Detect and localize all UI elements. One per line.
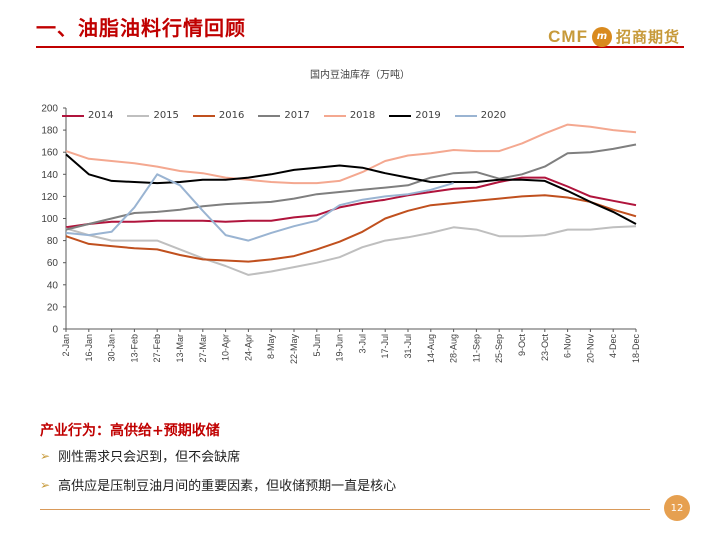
x-tick-label: 17-Jul — [380, 334, 390, 359]
bullet-text: 刚性需求只会迟到，但不会缺席 — [58, 450, 241, 465]
legend-item-2019: 2019 — [389, 110, 441, 121]
line-chart: 0 20 40 60 80 100 120 140 160 180 200 2-Jan 16-Jan 30… — [41, 104, 641, 365]
bullet-text: 高供应是压制豆油月间的重要因素，但收储预期一直是核心 — [58, 479, 397, 494]
x-tick-label: 23-Oct — [540, 334, 550, 362]
x-tick-label: 10-Apr — [221, 334, 231, 361]
legend-label: 2016 — [218, 110, 245, 121]
y-tick-label: 180 — [41, 126, 58, 137]
series-line-2014 — [65, 176, 637, 229]
legend-swatch — [62, 114, 84, 117]
x-tick-label: 14-Aug — [426, 334, 436, 363]
x-tick-label: 19-Jun — [335, 334, 345, 362]
page-number: 12 — [664, 495, 690, 521]
legend-item-2016: 2016 — [192, 110, 245, 121]
x-tick-label: 13-Feb — [129, 334, 139, 363]
x-tick-label: 30-Jan — [107, 334, 117, 362]
chart-legend: 2014 2015 2016 2017 2018 2019 2020 — [62, 110, 520, 121]
chart-title: 国内豆油库存（万吨） — [310, 70, 410, 81]
series-line-2015 — [65, 225, 637, 276]
bullet-item: ➢ 高供应是压制豆油月间的重要因素，但收储预期一直是核心 — [40, 475, 397, 495]
bullet-list: ➢ 刚性需求只会迟到，但不会缺席 ➢ 高供应是压制豆油月间的重要因素，但收储预期… — [40, 446, 396, 504]
page-title: 一、油脂油料行情回顾 — [36, 16, 246, 40]
x-tick-label: 13-Mar — [175, 334, 185, 363]
y-tick-label: 100 — [41, 214, 58, 225]
title-divider — [36, 46, 684, 48]
y-tick-label: 40 — [47, 280, 59, 291]
y-tick-label: 140 — [41, 170, 58, 181]
y-tick-label: 160 — [41, 148, 58, 159]
legend-label: 2019 — [415, 110, 441, 121]
x-tick-label: 27-Feb — [152, 334, 162, 363]
x-tick-label: 8-May — [266, 334, 276, 360]
y-tick-label: 200 — [41, 104, 58, 115]
legend-swatch — [192, 114, 215, 117]
legend-item-2020: 2020 — [454, 110, 507, 121]
legend-item-2018: 2018 — [323, 110, 376, 121]
legend-swatch — [454, 114, 477, 117]
legend-label: 2020 — [480, 110, 507, 121]
x-tick-label: 4-Dec — [608, 334, 618, 359]
bullet-item: ➢ 刚性需求只会迟到，但不会缺席 — [40, 446, 396, 466]
section-heading: 产业行为：高供给+预期收储 — [40, 423, 220, 439]
legend-swatch — [323, 114, 346, 117]
legend-item-2017: 2017 — [258, 110, 310, 121]
series-line-2016 — [65, 194, 637, 263]
arrow-bullet-icon: ➢ — [40, 477, 51, 492]
legend-label: 2014 — [88, 110, 114, 121]
legend-swatch — [258, 114, 281, 117]
x-tick-label: 20-Nov — [585, 334, 595, 364]
series-line-2020 — [65, 173, 454, 242]
y-tick-label: 120 — [41, 192, 58, 203]
x-tick-label: 16-Jan — [84, 334, 94, 362]
logo-badge-icon: m — [591, 26, 612, 47]
legend-label: 2017 — [284, 110, 310, 121]
legend-item-2015: 2015 — [127, 110, 179, 121]
y-tick-label: 80 — [47, 236, 59, 247]
x-tick-label: 18-Dec — [631, 334, 641, 364]
legend-swatch — [127, 114, 150, 117]
x-tick-label: 5-Jun — [312, 334, 322, 357]
logo-cn-name: 招商期货 — [615, 28, 680, 46]
y-tick-label: 20 — [47, 302, 59, 313]
x-tick-label: 3-Jul — [357, 334, 367, 354]
x-tick-label: 28-Aug — [449, 334, 459, 363]
x-tick-label: 31-Jul — [403, 334, 413, 359]
legend-item-2014: 2014 — [62, 110, 113, 121]
series-line-2019 — [65, 153, 637, 225]
y-tick-label: 60 — [47, 258, 59, 269]
series-line-2018 — [65, 123, 637, 185]
x-tick-label: 27-Mar — [198, 334, 208, 363]
x-tick-label: 25-Sep — [494, 334, 504, 363]
logo-brand: CMF — [548, 26, 588, 46]
x-tick-label: 22-May — [289, 334, 299, 365]
x-tick-label: 6-Nov — [563, 334, 573, 359]
series-line-2017 — [65, 143, 637, 231]
x-tick-label: 9-Oct — [517, 334, 527, 357]
y-tick-label: 0 — [52, 325, 58, 336]
x-tick-label: 11-Sep — [471, 334, 481, 362]
legend-label: 2015 — [153, 110, 179, 121]
legend-swatch — [389, 114, 412, 117]
arrow-bullet-icon: ➢ — [40, 448, 51, 463]
legend-label: 2018 — [349, 110, 376, 121]
brand-logo: CMF m 招商期货 — [548, 26, 680, 47]
x-tick-label: 24-Apr — [243, 334, 253, 361]
footer-divider — [40, 509, 650, 510]
x-tick-label: 2-Jan — [61, 334, 71, 357]
